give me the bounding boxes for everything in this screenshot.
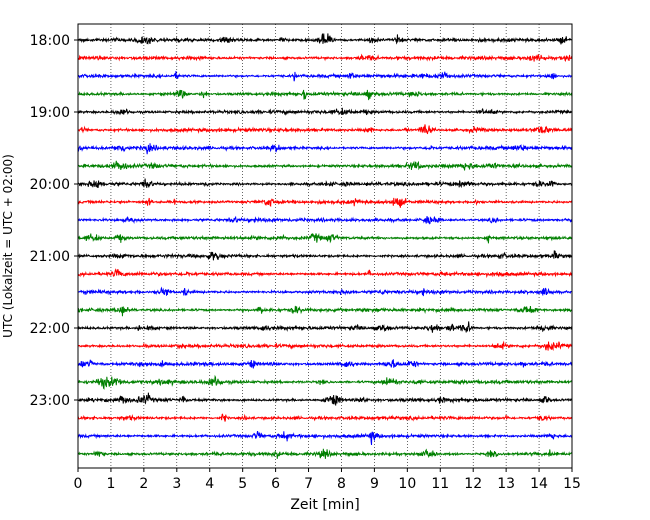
x-tick-label: 3 xyxy=(172,476,181,492)
trace-13 xyxy=(77,268,573,279)
x-axis-title: Zeit [min] xyxy=(290,497,359,513)
x-tick-label: 10 xyxy=(398,476,416,492)
trace-16 xyxy=(77,321,573,333)
trace-14 xyxy=(77,286,573,297)
trace-2 xyxy=(77,70,573,82)
x-tick-label: 8 xyxy=(337,476,346,492)
x-tick-label: 13 xyxy=(497,476,515,492)
trace-7 xyxy=(77,160,573,171)
trace-12 xyxy=(77,250,573,261)
trace-19 xyxy=(77,374,573,390)
trace-20 xyxy=(77,392,573,406)
trace-8 xyxy=(77,178,573,189)
y-tick-label: 22:00 xyxy=(30,321,70,337)
y-tick-label: 18:00 xyxy=(30,33,70,49)
x-tick-label: 15 xyxy=(563,476,581,492)
trace-4 xyxy=(77,107,573,116)
trace-5 xyxy=(77,124,573,135)
y-tick-label: 21:00 xyxy=(30,249,70,265)
x-tick-label: 11 xyxy=(431,476,449,492)
trace-11 xyxy=(77,232,573,244)
y-tick-label: 20:00 xyxy=(30,177,70,193)
trace-0 xyxy=(77,33,573,45)
trace-6 xyxy=(77,143,573,155)
trace-15 xyxy=(77,305,573,317)
x-tick-label: 6 xyxy=(271,476,280,492)
x-tick-label: 4 xyxy=(205,476,214,492)
x-tick-label: 5 xyxy=(238,476,247,492)
trace-10 xyxy=(77,215,573,225)
trace-22 xyxy=(77,431,573,446)
trace-21 xyxy=(77,413,573,422)
x-tick-label: 12 xyxy=(464,476,482,492)
x-tick-label: 14 xyxy=(530,476,548,492)
x-tick-label: 0 xyxy=(74,476,83,492)
y-axis-title: UTC (Lokalzeit = UTC + 02:00) xyxy=(1,154,15,338)
seismic-traces xyxy=(77,33,573,459)
y-tick-label: 19:00 xyxy=(30,105,70,121)
trace-3 xyxy=(77,89,573,101)
y-tick-label: 23:00 xyxy=(30,393,70,409)
x-axis: 0 1 2 3 4 5 6 7 8 9 10 11 12 13 14 15 xyxy=(74,468,581,492)
trace-9 xyxy=(77,197,573,208)
x-tick-label: 9 xyxy=(370,476,379,492)
x-tick-label: 7 xyxy=(304,476,313,492)
trace-18 xyxy=(77,359,573,369)
vertical-gridlines xyxy=(110,24,540,468)
plot-frame xyxy=(77,23,573,469)
trace-1 xyxy=(77,53,573,62)
trace-23 xyxy=(77,448,573,459)
x-tick-label: 1 xyxy=(106,476,115,492)
x-tick-label: 2 xyxy=(139,476,148,492)
y-axis: 18:00 19:00 20:00 21:00 22:00 23:00 xyxy=(30,33,78,409)
trace-17 xyxy=(77,340,573,352)
